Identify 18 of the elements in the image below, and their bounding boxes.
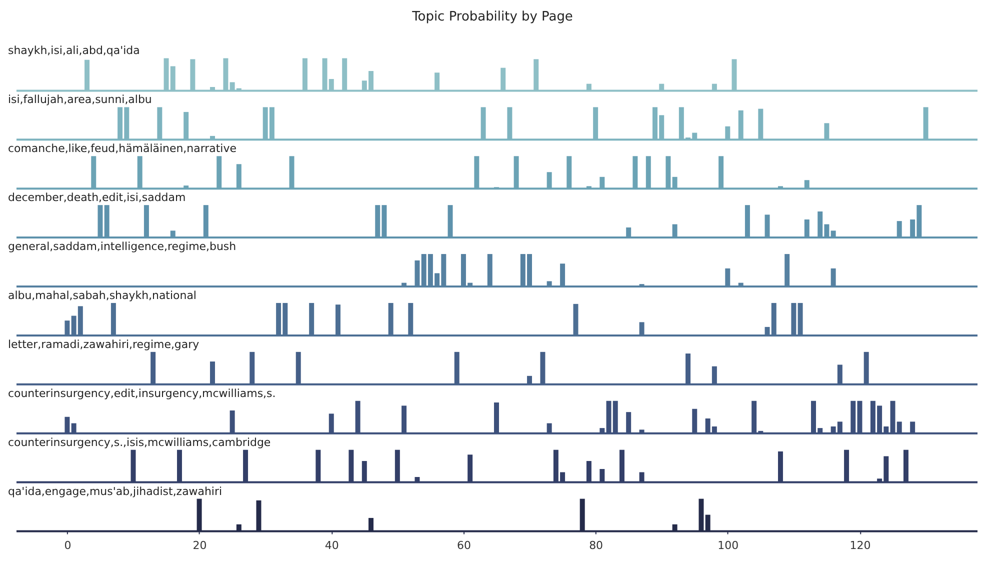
x-tick-label: 40	[324, 539, 339, 552]
chart-title: Topic Probability by Page	[411, 9, 573, 24]
chart-subtitle: comanche,like,feud,hämäläinen,narrative	[8, 142, 237, 156]
x-tick-label: 120	[850, 539, 871, 552]
x-tick-label: 60	[456, 539, 471, 552]
chart-subtitle: qa'ida,engage,mus'ab,jihadist,zawahiri	[8, 484, 222, 498]
x-tick-label: 20	[192, 539, 207, 552]
x-tick-label: 80	[589, 539, 604, 552]
chart-subtitle: counterinsurgency,edit,insurgency,mcwilliams,s.	[8, 386, 276, 400]
chart-subtitle: december,death,edit,isi,saddam	[8, 191, 186, 204]
x-tick-label: 100	[718, 539, 739, 552]
chart-subtitle: isi,fallujah,area,sunni,albu	[8, 93, 152, 106]
chart-subtitle: general,saddam,intelligence,regime,bush	[8, 240, 236, 254]
chart-subtitle: counterinsurgency,s.,isis,mcwilliams,cambridge	[8, 436, 271, 449]
chart-subtitle: letter,ramadi,zawahiri,regime,gary	[8, 338, 200, 351]
x-tick-label: 0	[64, 539, 72, 552]
chart-subtitle: shaykh,isi,ali,abd,qa'ida	[8, 44, 140, 58]
chart-subtitle: albu,mahal,sabah,shaykh,national	[8, 288, 196, 302]
